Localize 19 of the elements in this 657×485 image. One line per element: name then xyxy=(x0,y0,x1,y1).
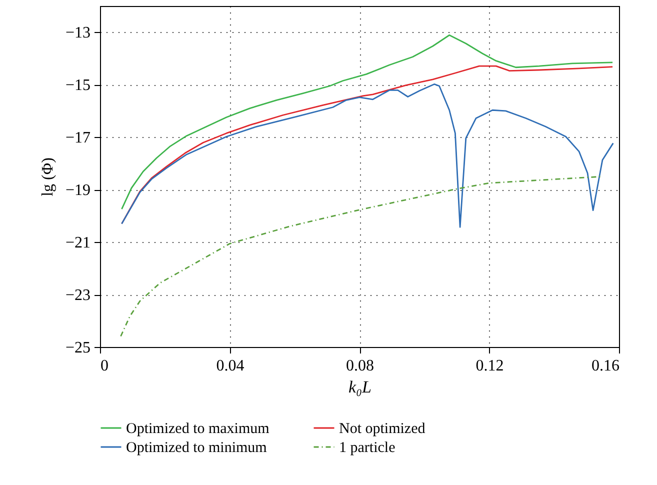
x-axis-title: k₀L xyxy=(348,378,372,396)
legend-label: Optimized to minimum xyxy=(126,440,268,456)
y-tick-label: −23 xyxy=(65,287,90,304)
x-tick-label: 0.16 xyxy=(592,358,620,374)
legend-label: Optimized to maximum xyxy=(126,421,270,437)
legend-label: 1 particle xyxy=(339,440,396,456)
legend-label: Not optimized xyxy=(339,421,426,437)
line-series xyxy=(121,34,614,210)
y-tick-label: −17 xyxy=(65,130,90,147)
y-tick-label: −25 xyxy=(65,340,90,356)
y-tick-label: −13 xyxy=(65,24,90,42)
y-tick-label: −15 xyxy=(65,77,90,94)
x-tick-label: 0.04 xyxy=(216,358,244,374)
x-tick-label: 0 xyxy=(100,358,108,374)
x-tick-label: 0.12 xyxy=(476,358,504,374)
x-tick-label: 0.08 xyxy=(346,358,374,374)
y-tick-label: −19 xyxy=(65,182,90,200)
y-axis-title: lg (Φ) xyxy=(39,158,56,196)
y-tick-label: −21 xyxy=(65,234,90,252)
